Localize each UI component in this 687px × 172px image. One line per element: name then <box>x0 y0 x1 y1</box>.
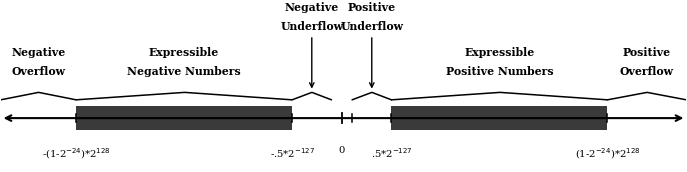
Text: Expressible: Expressible <box>464 47 534 58</box>
Text: Negative: Negative <box>284 2 339 13</box>
Text: -(1-2$^{-24}$)*2$^{128}$: -(1-2$^{-24}$)*2$^{128}$ <box>42 146 111 161</box>
Text: Expressible: Expressible <box>149 47 219 58</box>
Text: Negative Numbers: Negative Numbers <box>127 66 241 77</box>
Text: Underflow: Underflow <box>340 21 403 32</box>
Text: Underflow: Underflow <box>280 21 344 32</box>
Bar <box>76 106 292 130</box>
Text: Negative: Negative <box>11 47 65 58</box>
Bar <box>392 106 607 130</box>
Text: -.5*2$^{-127}$: -.5*2$^{-127}$ <box>269 146 315 160</box>
Text: 0: 0 <box>339 146 345 155</box>
Text: Positive Numbers: Positive Numbers <box>446 66 553 77</box>
Text: Overflow: Overflow <box>12 66 65 77</box>
Text: Positive: Positive <box>623 47 671 58</box>
Text: Positive: Positive <box>348 2 396 13</box>
Text: Overflow: Overflow <box>620 66 674 77</box>
Text: (1-2$^{-24}$)*2$^{128}$: (1-2$^{-24}$)*2$^{128}$ <box>575 146 640 161</box>
Text: .5*2$^{-127}$: .5*2$^{-127}$ <box>371 146 412 160</box>
